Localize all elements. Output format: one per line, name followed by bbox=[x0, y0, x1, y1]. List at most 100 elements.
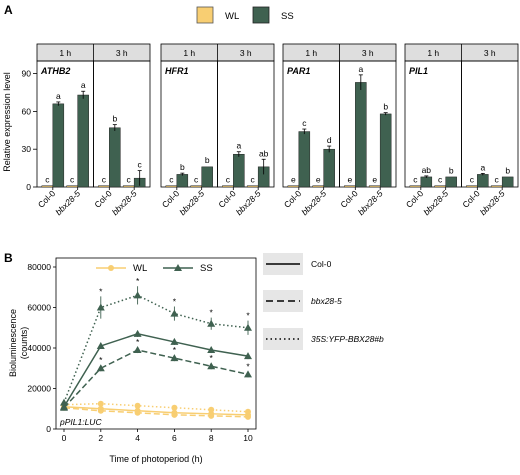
significance-star: * bbox=[99, 286, 103, 296]
x-tick-label: Col-0 bbox=[160, 188, 182, 210]
significance-letter: c bbox=[302, 118, 307, 128]
significance-letter: b bbox=[112, 114, 117, 124]
significance-star: * bbox=[136, 276, 140, 286]
legend-genotype-label: Col-0 bbox=[311, 259, 332, 269]
bar-ss bbox=[77, 94, 89, 188]
significance-star: * bbox=[210, 353, 214, 363]
data-point bbox=[207, 319, 216, 327]
bar-ss bbox=[355, 82, 367, 188]
facet-label-1h: 1 h bbox=[59, 48, 71, 58]
panel-a-ylabel: Relative expression level bbox=[2, 72, 12, 172]
significance-star: * bbox=[246, 361, 250, 371]
bar-wl bbox=[344, 185, 356, 188]
bar-wl bbox=[41, 185, 54, 188]
bar-ss bbox=[477, 174, 489, 188]
data-point bbox=[96, 364, 105, 372]
panel-b-ylabel-units: (counts) bbox=[19, 327, 29, 360]
facet-label-3h: 3 h bbox=[116, 48, 128, 58]
bar-wl bbox=[409, 185, 422, 188]
significance-letter: ab bbox=[259, 148, 269, 158]
data-point bbox=[244, 370, 252, 378]
significance-letter: b bbox=[205, 155, 210, 165]
bar-wl bbox=[287, 185, 300, 188]
gene-title: PIL1 bbox=[409, 66, 428, 76]
bar-ss bbox=[501, 176, 514, 188]
legend-ss-marker bbox=[174, 264, 182, 271]
plot-frame bbox=[93, 60, 151, 188]
bar-ss bbox=[298, 131, 311, 188]
x-tick-label: bbx28-5 bbox=[53, 188, 82, 217]
significance-letter: c bbox=[45, 174, 50, 184]
significance-letter: d bbox=[327, 135, 332, 145]
bar-wl bbox=[98, 185, 110, 188]
bar-wl bbox=[66, 185, 78, 188]
significance-letter: c bbox=[169, 174, 174, 184]
x-tick-label: bbx28-5 bbox=[110, 188, 139, 217]
x-tick-label: bbx28-5 bbox=[421, 188, 450, 217]
plot-frame bbox=[339, 60, 397, 188]
y-tick-label: 60000 bbox=[27, 303, 51, 313]
bar-wl bbox=[165, 185, 178, 188]
x-tick-label: 4 bbox=[135, 433, 140, 443]
legend-key-bg bbox=[263, 328, 303, 350]
gene-title: ATHB2 bbox=[40, 66, 70, 76]
data-point bbox=[208, 412, 215, 419]
bar-wl bbox=[312, 185, 324, 188]
significance-letter: b bbox=[505, 165, 510, 175]
legend-ss-label: SS bbox=[281, 11, 294, 22]
bar-ss bbox=[379, 113, 392, 188]
significance-star: * bbox=[173, 345, 177, 355]
series-line bbox=[63, 405, 249, 416]
bar-wl bbox=[246, 185, 259, 188]
x-tick-label: bbx28-5 bbox=[356, 188, 385, 217]
x-tick-label: Col-0 bbox=[92, 188, 114, 210]
significance-letter: c bbox=[102, 174, 107, 184]
significance-letter: e bbox=[316, 174, 321, 184]
x-tick-label: 10 bbox=[243, 433, 253, 443]
x-tick-label: Col-0 bbox=[36, 188, 58, 210]
x-tick-label: bbx28-5 bbox=[299, 188, 328, 217]
legend-wl-label: WL bbox=[225, 11, 239, 22]
significance-star: * bbox=[173, 296, 177, 306]
significance-letter: b bbox=[383, 102, 388, 112]
significance-letter: c bbox=[138, 160, 143, 170]
significance-letter: c bbox=[251, 174, 256, 184]
data-point bbox=[60, 403, 68, 411]
facet-label-3h: 3 h bbox=[484, 48, 496, 58]
plot-frame bbox=[461, 60, 519, 188]
x-tick-label: 2 bbox=[98, 433, 103, 443]
panel-b: B 0 20000 40000 60000 80000 0 2 4 6 8 10 Time of pho… bbox=[4, 251, 384, 464]
x-tick-label: bbx28-5 bbox=[177, 188, 206, 217]
facet-label-3h: 3 h bbox=[240, 48, 252, 58]
significance-letter: e bbox=[372, 174, 377, 184]
data-point bbox=[60, 398, 68, 406]
data-point bbox=[134, 409, 141, 416]
plot-frame bbox=[55, 257, 257, 430]
legend-wl-label: WL bbox=[133, 263, 147, 274]
legend-genotype-label: bbx28-5 bbox=[311, 296, 342, 306]
bar-ss bbox=[52, 103, 65, 188]
y-tick-label: 0 bbox=[46, 424, 51, 434]
y-tick-label: 30 bbox=[22, 144, 32, 154]
y-tick-label: 0 bbox=[26, 182, 31, 192]
panel-b-ylabel: Bioluminescence bbox=[8, 309, 18, 377]
legend-genotype-label: 35S:YFP-BBX28#b bbox=[311, 334, 384, 344]
significance-letter: c bbox=[438, 174, 443, 184]
significance-letter: c bbox=[194, 174, 199, 184]
bar-wl bbox=[222, 185, 234, 188]
data-point bbox=[171, 411, 178, 418]
bar-ss bbox=[109, 127, 121, 188]
significance-letter: b bbox=[180, 162, 185, 172]
bar-ss bbox=[233, 153, 245, 188]
panel-b-label: B bbox=[4, 251, 13, 265]
significance-star: * bbox=[99, 355, 103, 365]
series-line bbox=[63, 294, 249, 403]
series-line bbox=[63, 349, 249, 409]
y-tick-label: 20000 bbox=[27, 384, 51, 394]
x-tick-label: Col-0 bbox=[404, 188, 426, 210]
data-point bbox=[96, 303, 105, 311]
data-point bbox=[171, 404, 178, 411]
bar-ss bbox=[420, 176, 433, 188]
data-point bbox=[207, 362, 216, 370]
bar-wl bbox=[466, 185, 478, 188]
